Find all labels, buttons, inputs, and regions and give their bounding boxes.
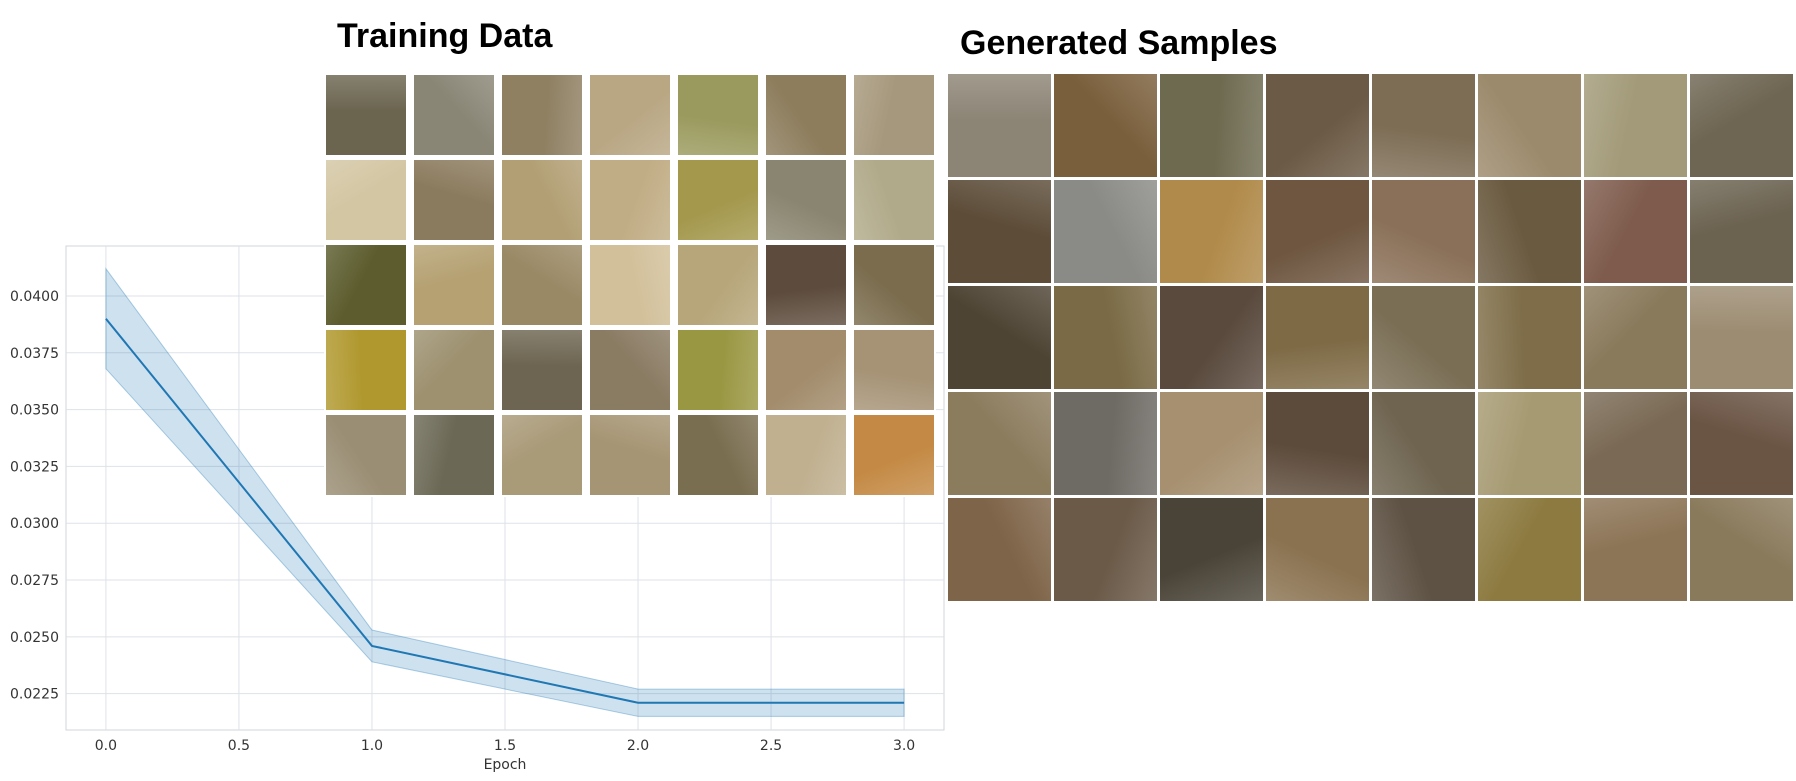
training-image [590,245,670,325]
generated-image [1690,180,1793,283]
training-image [766,75,846,155]
training-image [326,75,406,155]
generated-image [1478,74,1581,177]
training-image [326,245,406,325]
training-image [854,75,934,155]
generated-image [1054,180,1157,283]
training-image [678,330,758,410]
generated-image [1584,74,1687,177]
generated-image [1690,498,1793,601]
generated-image [1584,180,1687,283]
x-tick-label: 1.5 [494,738,516,754]
training-image [766,160,846,240]
training-image [854,415,934,495]
x-tick-label: 0.0 [95,738,117,754]
training-image [502,75,582,155]
generated-image [948,286,1051,389]
training-image [590,75,670,155]
generated-image [1266,392,1369,495]
training-image [326,415,406,495]
generated-image [1160,498,1263,601]
y-tick-label: 0.0300 [10,516,59,532]
generated-image [1160,392,1263,495]
generated-image [1054,286,1157,389]
generated-image-grid [948,74,1793,601]
generated-image [948,180,1051,283]
training-image [766,415,846,495]
generated-image [1690,392,1793,495]
generated-image [948,498,1051,601]
generated-image [1690,74,1793,177]
training-image-grid [324,73,936,497]
training-image [414,160,494,240]
training-image [854,160,934,240]
loss-line [105,318,905,704]
training-image [678,245,758,325]
generated-image [1266,74,1369,177]
generated-image [1054,498,1157,601]
training-data-title: Training Data [337,17,553,55]
generated-image [1478,180,1581,283]
generated-image [1478,286,1581,389]
y-tick-label: 0.0250 [10,630,59,646]
training-image [502,160,582,240]
generated-image [1372,498,1475,601]
generated-image [1478,498,1581,601]
training-image [854,245,934,325]
training-image [326,160,406,240]
generated-image [1160,180,1263,283]
training-image [414,245,494,325]
x-tick-label: 1.0 [361,738,383,754]
generated-image [1054,392,1157,495]
y-tick-label: 0.0225 [10,687,59,703]
training-image [590,330,670,410]
training-image [678,160,758,240]
training-image [502,415,582,495]
training-image [854,330,934,410]
training-image [414,75,494,155]
generated-image [1372,286,1475,389]
x-tick-label: 2.5 [760,738,782,754]
training-image [326,330,406,410]
training-image [502,330,582,410]
y-tick-label: 0.0400 [10,289,59,305]
generated-image [1054,74,1157,177]
training-image [766,245,846,325]
confidence-band [105,267,905,717]
generated-image [1372,180,1475,283]
y-tick-label: 0.0350 [10,403,59,419]
generated-image [1160,74,1263,177]
generated-image [1584,498,1687,601]
training-image [414,415,494,495]
training-image [678,415,758,495]
generated-image [1372,74,1475,177]
x-tick-label: 2.0 [627,738,649,754]
generated-image [1266,180,1369,283]
training-image [678,75,758,155]
training-image [590,160,670,240]
generated-image [1372,392,1475,495]
generated-image [1690,286,1793,389]
x-axis-label: Epoch [484,757,527,773]
training-image [766,330,846,410]
generated-image [948,392,1051,495]
y-tick-label: 0.0275 [10,573,59,589]
generated-image [948,74,1051,177]
generated-image [1266,498,1369,601]
generated-image [1584,286,1687,389]
x-tick-label: 3.0 [893,738,915,754]
generated-image [1478,392,1581,495]
generated-samples-title: Generated Samples [960,24,1278,62]
training-image [502,245,582,325]
generated-image [1584,392,1687,495]
training-image [414,330,494,410]
generated-image [1266,286,1369,389]
y-tick-label: 0.0325 [10,459,59,475]
x-tick-label: 0.5 [228,738,250,754]
y-tick-label: 0.0375 [10,346,59,362]
generated-image [1160,286,1263,389]
training-image [590,415,670,495]
